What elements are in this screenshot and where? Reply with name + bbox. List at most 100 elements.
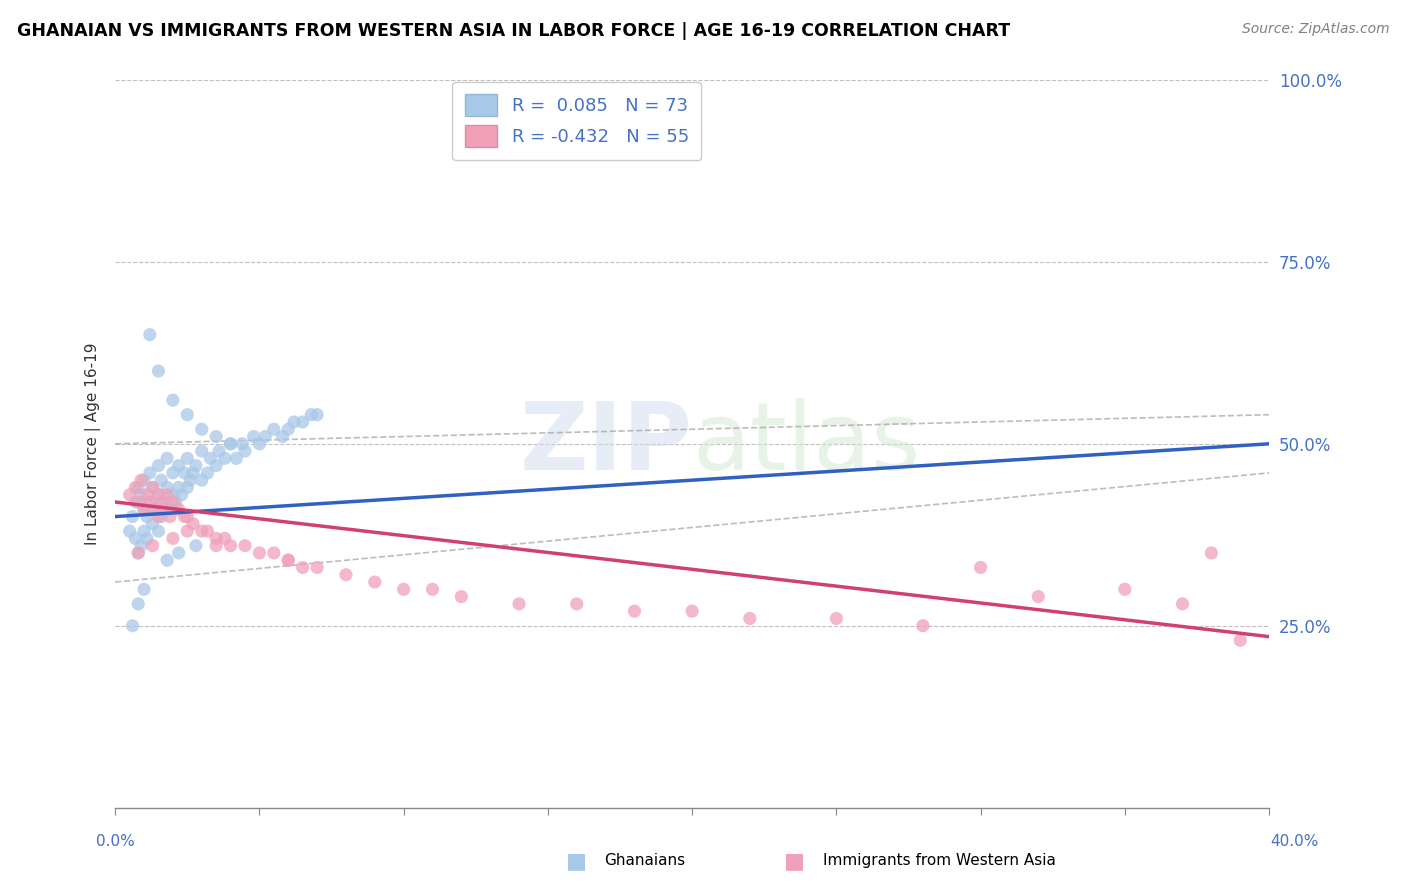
Point [129, 539, 152, 553]
Point [190, 422, 212, 436]
Point [176, 451, 198, 466]
Point [205, 429, 228, 443]
Point [190, 524, 212, 538]
Text: ■: ■ [567, 851, 586, 871]
Point [139, 495, 162, 509]
Point [159, 502, 181, 516]
Point [121, 509, 143, 524]
Point [145, 502, 167, 516]
Point [150, 509, 173, 524]
Point [184, 458, 207, 473]
Point [233, 444, 256, 458]
Point [249, 546, 271, 560]
Point [162, 488, 184, 502]
Point [118, 488, 141, 502]
Point [170, 488, 193, 502]
Text: 0.0%: 0.0% [96, 834, 135, 848]
Point [508, 597, 530, 611]
Point [190, 473, 212, 487]
Point [200, 451, 222, 466]
Point [176, 408, 198, 422]
Point [1229, 633, 1251, 648]
Point [127, 597, 149, 611]
Point [135, 532, 157, 546]
Point [167, 480, 190, 494]
Point [142, 480, 165, 494]
Point [124, 532, 146, 546]
Point [148, 364, 170, 378]
Text: GHANAIAN VS IMMIGRANTS FROM WESTERN ASIA IN LABOR FORCE | AGE 16-19 CORRELATION : GHANAIAN VS IMMIGRANTS FROM WESTERN ASIA… [17, 22, 1010, 40]
Text: 40.0%: 40.0% [1271, 834, 1319, 848]
Point [1171, 597, 1194, 611]
Point [179, 473, 201, 487]
Text: atlas: atlas [692, 398, 921, 490]
Point [162, 495, 184, 509]
Point [190, 444, 212, 458]
Point [132, 582, 155, 597]
Point [214, 451, 236, 466]
Text: ■: ■ [785, 851, 804, 871]
Point [307, 408, 329, 422]
Point [450, 590, 472, 604]
Point [1026, 590, 1049, 604]
Point [129, 488, 152, 502]
Point [219, 437, 242, 451]
Point [181, 466, 204, 480]
Point [148, 524, 170, 538]
Text: Source: ZipAtlas.com: Source: ZipAtlas.com [1241, 22, 1389, 37]
Point [233, 539, 256, 553]
Point [176, 509, 198, 524]
Point [911, 618, 934, 632]
Point [623, 604, 645, 618]
Point [153, 502, 176, 516]
Point [969, 560, 991, 574]
Point [135, 488, 157, 502]
Point [124, 495, 146, 509]
Y-axis label: In Labor Force | Age 16-19: In Labor Force | Age 16-19 [86, 343, 101, 545]
Point [291, 560, 314, 574]
Point [148, 488, 170, 502]
Point [173, 466, 195, 480]
Point [150, 495, 173, 509]
Point [162, 466, 184, 480]
Point [139, 495, 162, 509]
Point [118, 524, 141, 538]
Point [162, 393, 184, 408]
Point [145, 502, 167, 516]
Point [156, 553, 179, 567]
Point [1201, 546, 1223, 560]
Point [263, 546, 285, 560]
Point [148, 509, 170, 524]
Point [392, 582, 415, 597]
Point [219, 539, 242, 553]
Point [219, 437, 242, 451]
Point [242, 429, 264, 443]
Point [121, 618, 143, 632]
Point [249, 437, 271, 451]
Point [142, 480, 165, 494]
Point [277, 422, 299, 436]
Point [127, 495, 149, 509]
Point [825, 611, 848, 625]
Point [124, 480, 146, 494]
Text: Ghanaians: Ghanaians [605, 854, 686, 868]
Point [139, 327, 162, 342]
Point [231, 437, 253, 451]
Point [277, 553, 299, 567]
Point [132, 473, 155, 487]
Point [738, 611, 761, 625]
Text: Immigrants from Western Asia: Immigrants from Western Asia [823, 854, 1056, 868]
Point [132, 502, 155, 516]
Point [167, 458, 190, 473]
Point [156, 451, 179, 466]
Point [214, 532, 236, 546]
Point [364, 575, 387, 590]
Point [197, 466, 219, 480]
Point [205, 539, 228, 553]
Point [148, 488, 170, 502]
Point [291, 415, 314, 429]
Point [156, 480, 179, 494]
Point [132, 524, 155, 538]
Point [173, 509, 195, 524]
Text: ZIP: ZIP [519, 398, 692, 490]
